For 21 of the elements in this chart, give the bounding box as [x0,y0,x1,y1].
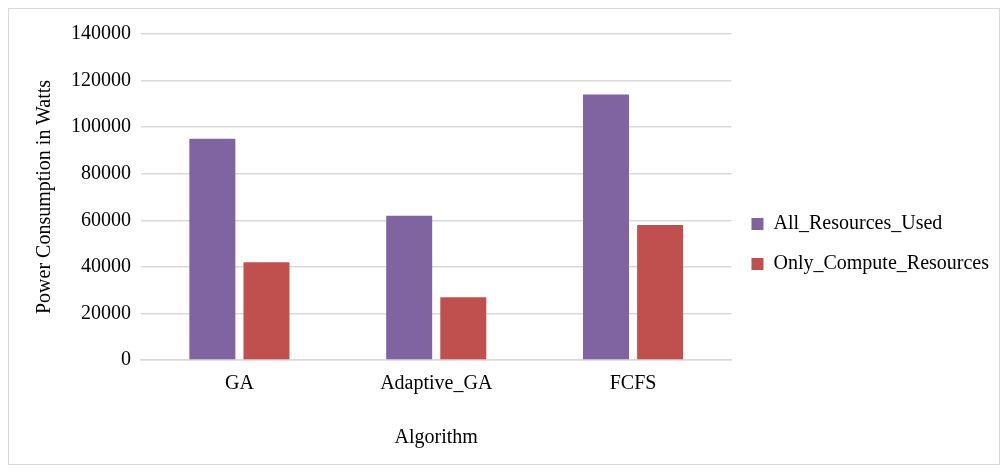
x-tick-label: GA [224,371,255,394]
y-axis-title: Power Consumption in Watts [32,79,56,315]
legend-label: Only_Compute_Resources [773,251,990,275]
bar [582,94,629,360]
y-tick-label: 100000 [71,114,131,137]
y-tick-label: 0 [121,347,131,370]
y-tick-label: 80000 [81,160,131,183]
y-tick-label: 60000 [81,207,131,230]
x-tick-label: Adaptive_GA [380,371,493,395]
y-tick-label: 120000 [71,67,131,90]
bar [440,297,487,360]
bar [386,215,433,360]
x-tick-label: FCFS [609,371,657,394]
y-tick-label: 40000 [81,254,131,277]
bar [637,224,684,360]
y-tick-label: 20000 [81,300,131,323]
y-tick-label: 140000 [71,21,131,44]
bar [243,262,290,360]
x-axis-title: Algorithm [394,425,479,449]
bar [189,138,236,360]
legend-label: All_Resources_Used [773,211,943,234]
